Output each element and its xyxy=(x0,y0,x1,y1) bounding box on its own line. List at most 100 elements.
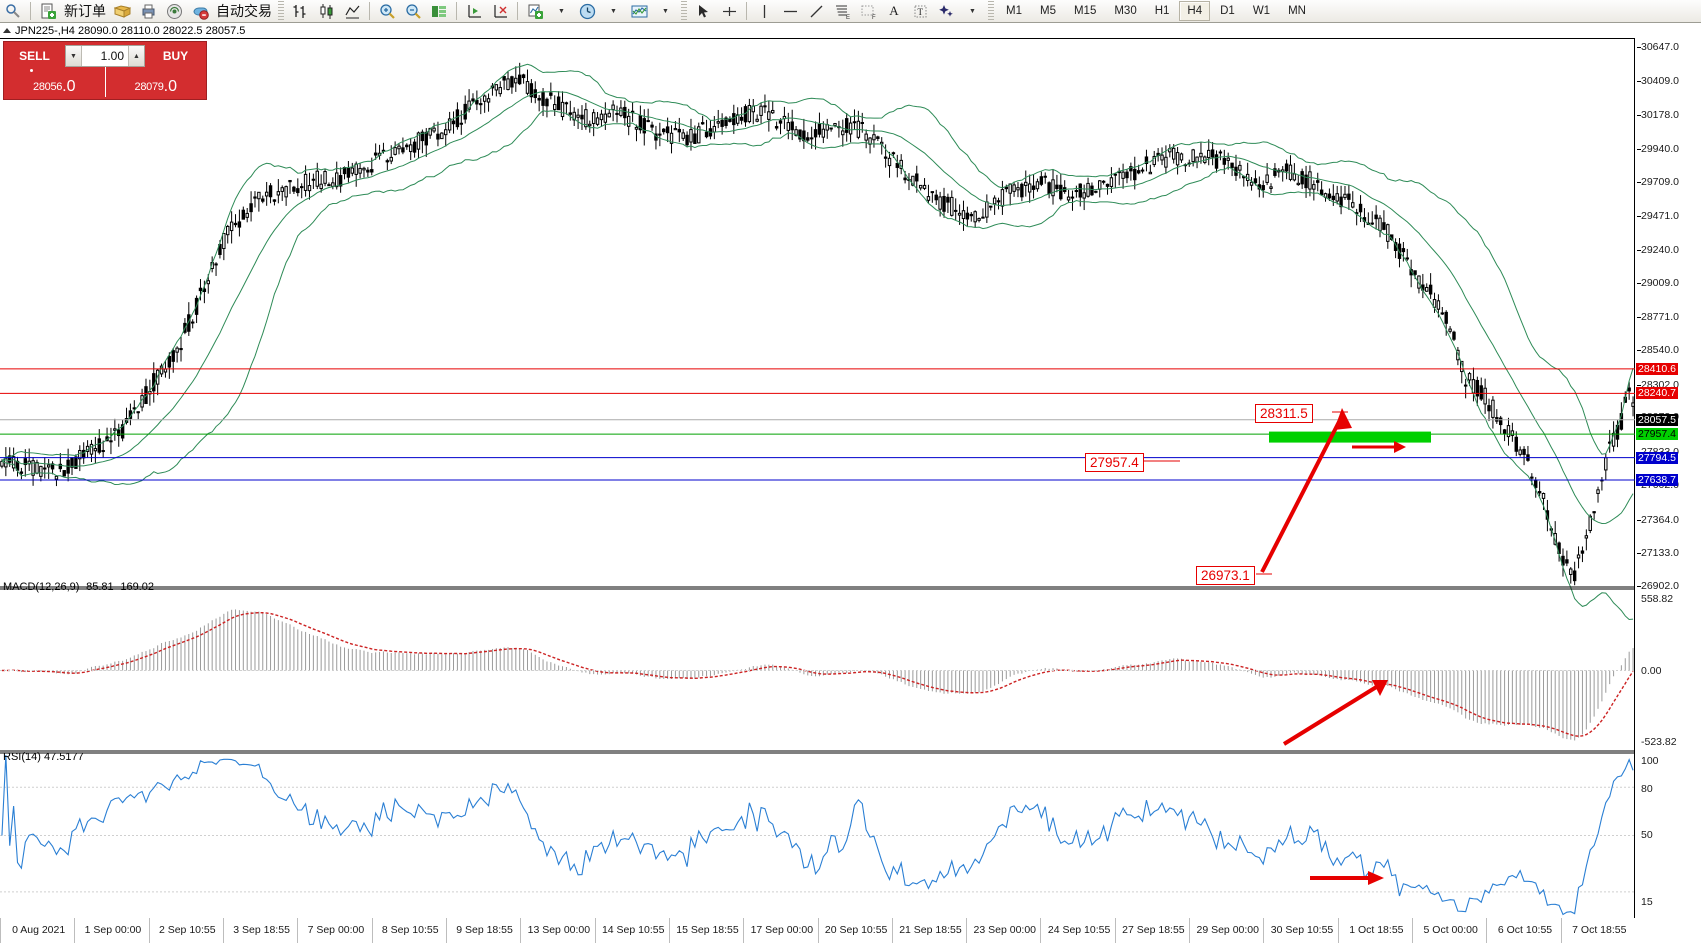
volume-increment-icon[interactable]: ▲ xyxy=(128,46,144,66)
auto-scroll-icon[interactable] xyxy=(487,1,513,22)
chevron-down-icon-3[interactable]: ▼ xyxy=(662,7,669,15)
annotation-28311[interactable]: 28311.5 xyxy=(1255,404,1313,423)
channel-icon[interactable]: F xyxy=(855,1,881,22)
annotation-26973[interactable]: 26973.1 xyxy=(1196,566,1255,585)
cursor-icon[interactable] xyxy=(0,1,26,22)
date-tick: 7 Sep 00:00 xyxy=(307,924,365,936)
fibonacci-icon[interactable]: E xyxy=(829,1,855,22)
folder-icon[interactable] xyxy=(109,1,135,22)
date-separator xyxy=(445,918,447,943)
candlestick-chart-icon[interactable] xyxy=(313,1,339,22)
date-tick: 23 Sep 00:00 xyxy=(973,924,1037,936)
toolbar-grip-3[interactable] xyxy=(988,1,994,21)
sideways-projection-arrow[interactable] xyxy=(1352,441,1406,453)
buy-price[interactable]: 28079.0 xyxy=(106,67,207,97)
toolbar-grip[interactable] xyxy=(278,1,284,21)
zoom-out-icon[interactable] xyxy=(400,1,426,22)
toolbar-grip-2[interactable] xyxy=(681,1,687,21)
date-tick: 20 Sep 10:55 xyxy=(824,924,888,936)
tick-mark xyxy=(1637,384,1641,386)
timeframe-h4[interactable]: H4 xyxy=(1179,1,1211,21)
timeframe-m15[interactable]: M15 xyxy=(1073,5,1097,17)
annotation-27957[interactable]: 27957.4 xyxy=(1085,453,1144,472)
period-clock-icon[interactable] xyxy=(574,1,600,22)
chevron-down-icon[interactable]: ▼ xyxy=(558,7,565,15)
scroll-up-icon[interactable] xyxy=(3,28,11,33)
date-tick: 30 Sep 10:55 xyxy=(1270,924,1334,936)
sell-button[interactable]: SELL xyxy=(19,49,50,63)
autotrading-icon[interactable] xyxy=(187,1,213,22)
date-separator xyxy=(1560,918,1562,943)
price-tag-resistance-2: 28240.7 xyxy=(1636,387,1678,400)
grid-icon[interactable] xyxy=(426,1,452,22)
toolbar-separator-4 xyxy=(517,2,518,20)
date-separator xyxy=(520,918,522,943)
price-tick: 29940.0 xyxy=(1637,143,1679,155)
tick-mark xyxy=(1637,586,1641,587)
date-axis-top-border xyxy=(0,38,1635,39)
label-icon[interactable]: T xyxy=(907,1,933,22)
pointer-icon[interactable] xyxy=(690,1,716,22)
chevron-down-icon-2[interactable]: ▼ xyxy=(610,7,617,15)
tick-mark xyxy=(1637,148,1641,150)
text-icon[interactable]: A xyxy=(889,3,899,18)
rsi-trend-arrow[interactable] xyxy=(1310,871,1384,885)
volume-decrement-icon[interactable]: ▼ xyxy=(66,46,82,66)
timeframe-d1[interactable]: D1 xyxy=(1220,5,1235,17)
vline-icon[interactable] xyxy=(751,1,777,22)
new-order-label[interactable]: 新订单 xyxy=(64,3,106,19)
autotrading-label[interactable]: 自动交易 xyxy=(216,3,272,19)
indicators-icon[interactable] xyxy=(522,1,548,22)
signal-icon[interactable] xyxy=(161,1,187,22)
shapes-icon[interactable] xyxy=(933,1,959,22)
buy-button[interactable]: BUY xyxy=(162,49,189,63)
tick-mark xyxy=(1637,317,1641,319)
print-icon[interactable] xyxy=(135,1,161,22)
price-tag-resistance-1: 28410.6 xyxy=(1636,362,1678,375)
date-tick: 15 Sep 18:55 xyxy=(676,924,739,936)
timeframe-h1[interactable]: H1 xyxy=(1154,5,1170,17)
volume-input[interactable]: ▼ 1.00 ▲ xyxy=(65,45,145,67)
sell-price[interactable]: 28056.0 xyxy=(4,67,106,97)
hline-icon[interactable] xyxy=(777,1,803,22)
timeframe-w1[interactable]: W1 xyxy=(1252,5,1271,17)
tick-mark xyxy=(1637,519,1641,521)
bullish-trend-arrow[interactable] xyxy=(1260,408,1352,573)
templates-icon[interactable] xyxy=(626,1,652,22)
one-click-trading-panel[interactable]: SELL ▼ 1.00 ▲ BUY 28056.0 28079.0 xyxy=(3,41,207,100)
bar-chart-icon[interactable] xyxy=(287,1,313,22)
crosshair-icon[interactable] xyxy=(716,1,742,22)
shift-end-icon[interactable] xyxy=(461,1,487,22)
price-tick: 28540.0 xyxy=(1637,344,1679,356)
buy-price-decimal: .0 xyxy=(163,78,177,95)
date-separator xyxy=(966,918,968,943)
date-axis[interactable]: 0 Aug 2021 1 Sep 00:00 2 Sep 10:55 3 Sep 18… xyxy=(0,918,1635,943)
candlestick-series xyxy=(0,62,1635,586)
buy-price-integer: 28079 xyxy=(134,81,164,93)
date-separator xyxy=(668,918,670,943)
date-tick: 27 Sep 18:55 xyxy=(1122,924,1185,936)
svg-text:E: E xyxy=(846,15,850,20)
price-tick: 27133.0 xyxy=(1637,547,1679,559)
date-separator xyxy=(74,918,76,943)
volume-value[interactable]: 1.00 xyxy=(100,49,124,63)
bollinger-band-lower xyxy=(1,110,1634,621)
line-chart-icon[interactable] xyxy=(339,1,365,22)
macd-histogram xyxy=(5,609,1634,741)
timeframe-m30[interactable]: M30 xyxy=(1114,5,1137,17)
timeframe-m1[interactable]: M1 xyxy=(1006,5,1022,17)
price-tick: 29240.0 xyxy=(1637,244,1679,256)
chart-area[interactable]: 30647.0 30409.0 30178.0 29940.0 29709.0 29471… xyxy=(0,38,1701,943)
trendline-icon[interactable] xyxy=(803,1,829,22)
rsi-tick: 80 xyxy=(1641,783,1653,795)
date-separator xyxy=(1189,918,1191,943)
support-zone-highlight[interactable] xyxy=(1269,431,1431,443)
price-scale[interactable]: 30647.0 30409.0 30178.0 29940.0 29709.0 29471… xyxy=(1634,38,1701,918)
timeframe-m5[interactable]: M5 xyxy=(1039,5,1056,17)
macd-trend-arrow[interactable] xyxy=(1282,680,1388,746)
zoom-in-icon[interactable] xyxy=(374,1,400,22)
new-order-icon[interactable] xyxy=(35,1,61,22)
timeframe-mn[interactable]: MN xyxy=(1288,5,1306,17)
macd-signal-line xyxy=(1,611,1634,737)
chevron-down-icon-4[interactable]: ▼ xyxy=(969,7,976,15)
